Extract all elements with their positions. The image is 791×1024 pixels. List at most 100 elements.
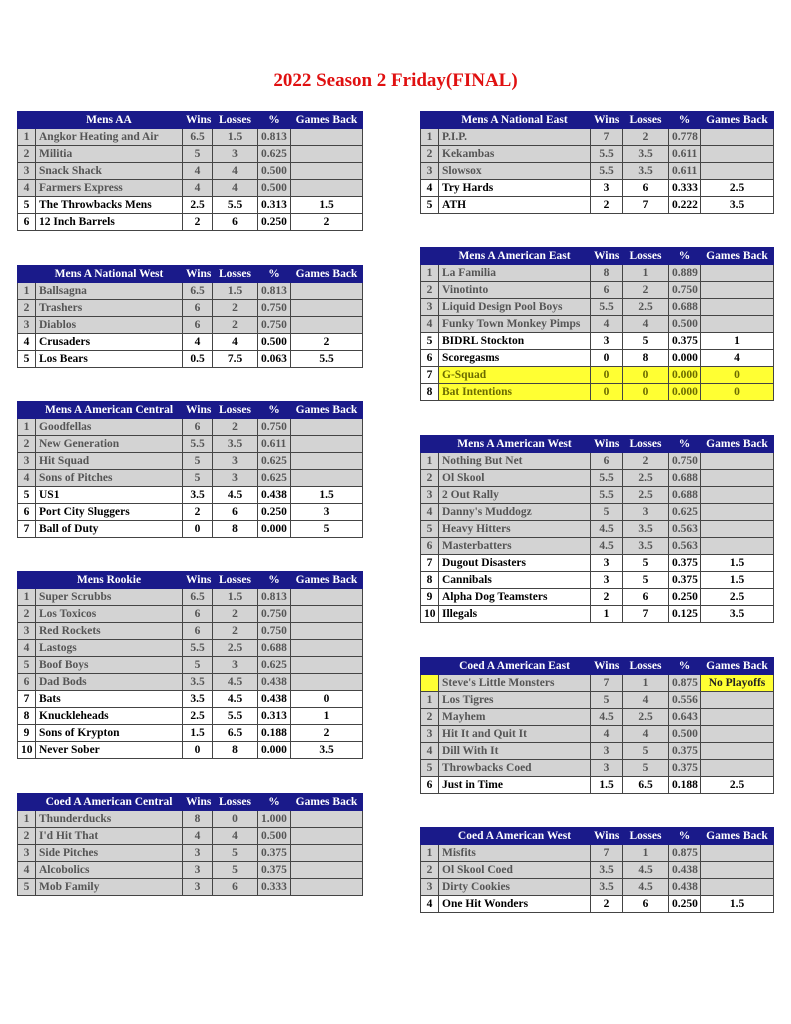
- pct-cell: 0.611: [257, 435, 291, 453]
- games-back-cell: [700, 861, 774, 879]
- team-name: Kekambas: [438, 145, 591, 163]
- wins-cell: 6: [182, 605, 213, 623]
- wins-cell: 0: [590, 366, 623, 384]
- losses-header: Losses: [212, 265, 258, 283]
- table-row: 4 Farmers Express 4 4 0.500: [17, 179, 363, 197]
- table-header: Coed A American West Wins Losses% Games Bac…: [420, 827, 774, 845]
- team-name: Militia: [35, 145, 183, 163]
- wins-cell: 3: [182, 844, 213, 862]
- games-back-header: Games Back: [700, 435, 774, 453]
- rank-cell: 5: [17, 196, 36, 214]
- table-row: 5 Los Bears 0.5 7.5 0.063 5.5: [17, 350, 363, 368]
- losses-cell: 1: [622, 674, 669, 692]
- team-name: Slowsox: [438, 162, 591, 180]
- team-name: Goodfellas: [35, 418, 183, 436]
- wins-cell: 3: [590, 571, 623, 589]
- pct-cell: 0.188: [257, 724, 291, 742]
- losses-cell: 7: [622, 605, 669, 623]
- table-row: 6 Port City Sluggers 2 6 0.250 3: [17, 503, 363, 521]
- pct-cell: 0.813: [257, 588, 291, 606]
- table-row: 7 Dugout Disasters 3 5 0.375 1.5: [420, 554, 774, 572]
- rank-cell: 1: [420, 128, 439, 146]
- losses-cell: 3: [212, 656, 258, 674]
- team-name: Ballsagna: [35, 282, 183, 300]
- wins-cell: 0.5: [182, 350, 213, 368]
- division-name: Mens A American East: [438, 247, 591, 265]
- rank-cell: 2: [17, 299, 36, 317]
- pct-cell: 0.438: [668, 878, 701, 896]
- table-row: 3 Hit It and Quit It 4 4 0.500: [420, 725, 774, 743]
- team-name: Farmers Express: [35, 179, 183, 197]
- wins-cell: 5.5: [590, 162, 623, 180]
- division-name: Coed A American East: [438, 657, 591, 675]
- table-row: 10 Never Sober 0 8 0.000 3.5: [17, 741, 363, 759]
- wins-cell: 4: [590, 315, 623, 333]
- division-name: Coed A American Central: [35, 793, 183, 811]
- pct-cell: 0.000: [668, 366, 701, 384]
- team-name: One Hit Wonders: [438, 895, 591, 913]
- rank-header: [17, 265, 36, 283]
- team-name: Dugout Disasters: [438, 554, 591, 572]
- rank-cell: 5: [17, 350, 36, 368]
- rank-cell: 2: [17, 145, 36, 163]
- table-row: 1 La Familia 8 1 0.889: [420, 264, 774, 282]
- rank-cell: 1: [420, 264, 439, 282]
- table-row: 4 Dill With It 3 5 0.375: [420, 742, 774, 760]
- team-name: Super Scrubbs: [35, 588, 183, 606]
- games-back-cell: [290, 162, 363, 180]
- pct-header: %: [668, 247, 701, 265]
- team-name: Los Tigres: [438, 691, 591, 709]
- rank-cell: 5: [420, 759, 439, 777]
- games-back-cell: [290, 418, 363, 436]
- pct-cell: 0.250: [257, 503, 291, 521]
- table-row: 8 Knuckleheads 2.5 5.5 0.313 1: [17, 707, 363, 725]
- table-row: 1 Angkor Heating and Air 6.5 1.5 0.813: [17, 128, 363, 146]
- team-name: La Familia: [438, 264, 591, 282]
- losses-cell: 1.5: [212, 282, 258, 300]
- table-row: 5 Heavy Hitters 4.5 3.5 0.563: [420, 520, 774, 538]
- losses-cell: 2: [212, 299, 258, 317]
- team-name: Lastogs: [35, 639, 183, 657]
- games-back-cell: [700, 691, 774, 709]
- team-name: Masterbatters: [438, 537, 591, 555]
- wins-cell: 5: [182, 145, 213, 163]
- rank-cell: 4: [420, 895, 439, 913]
- losses-cell: 4: [622, 315, 669, 333]
- table-row: 4 Danny's Muddogz 5 3 0.625: [420, 503, 774, 521]
- wins-cell: 6.5: [182, 282, 213, 300]
- rank-header: [17, 793, 36, 811]
- games-back-cell: [290, 299, 363, 317]
- team-name: Sons of Krypton: [35, 724, 183, 742]
- pct-cell: 0.750: [668, 452, 701, 470]
- team-name: Red Rockets: [35, 622, 183, 640]
- wins-cell: 2.5: [182, 707, 213, 725]
- pct-cell: 0.778: [668, 128, 701, 146]
- table-header: Mens A National West Wins Losses% Games Bac…: [17, 265, 363, 283]
- losses-cell: 6: [622, 179, 669, 197]
- table-row: 1 Los Tigres 5 4 0.556: [420, 691, 774, 709]
- rank-cell: 3: [420, 486, 439, 504]
- wins-cell: 6: [182, 299, 213, 317]
- team-name: Side Pitches: [35, 844, 183, 862]
- games-back-header: Games Back: [290, 401, 363, 419]
- division-name: Mens Rookie: [35, 571, 183, 589]
- pct-cell: 0.438: [257, 486, 291, 504]
- games-back-cell: [290, 827, 363, 845]
- table-row: 3 Dirty Cookies 3.5 4.5 0.438: [420, 878, 774, 896]
- rank-cell: 3: [420, 878, 439, 896]
- rank-cell: 6: [420, 349, 439, 367]
- rank-cell: 10: [420, 605, 439, 623]
- table-header: Mens Rookie Wins Losses% Games Back: [17, 571, 363, 589]
- wins-cell: 7: [590, 844, 623, 862]
- losses-cell: 2.5: [622, 708, 669, 726]
- pct-cell: 0.889: [668, 264, 701, 282]
- pct-cell: 0.500: [668, 725, 701, 743]
- table-row: 5 ATH 2 7 0.222 3.5: [420, 196, 774, 214]
- losses-cell: 2: [622, 281, 669, 299]
- games-back-cell: [700, 315, 774, 333]
- table-row: 3 Slowsox 5.5 3.5 0.611: [420, 162, 774, 180]
- losses-cell: 2: [622, 128, 669, 146]
- games-back-cell: [290, 128, 363, 146]
- team-name: Vinotinto: [438, 281, 591, 299]
- table-row: 1 P.I.P. 7 2 0.778: [420, 128, 774, 146]
